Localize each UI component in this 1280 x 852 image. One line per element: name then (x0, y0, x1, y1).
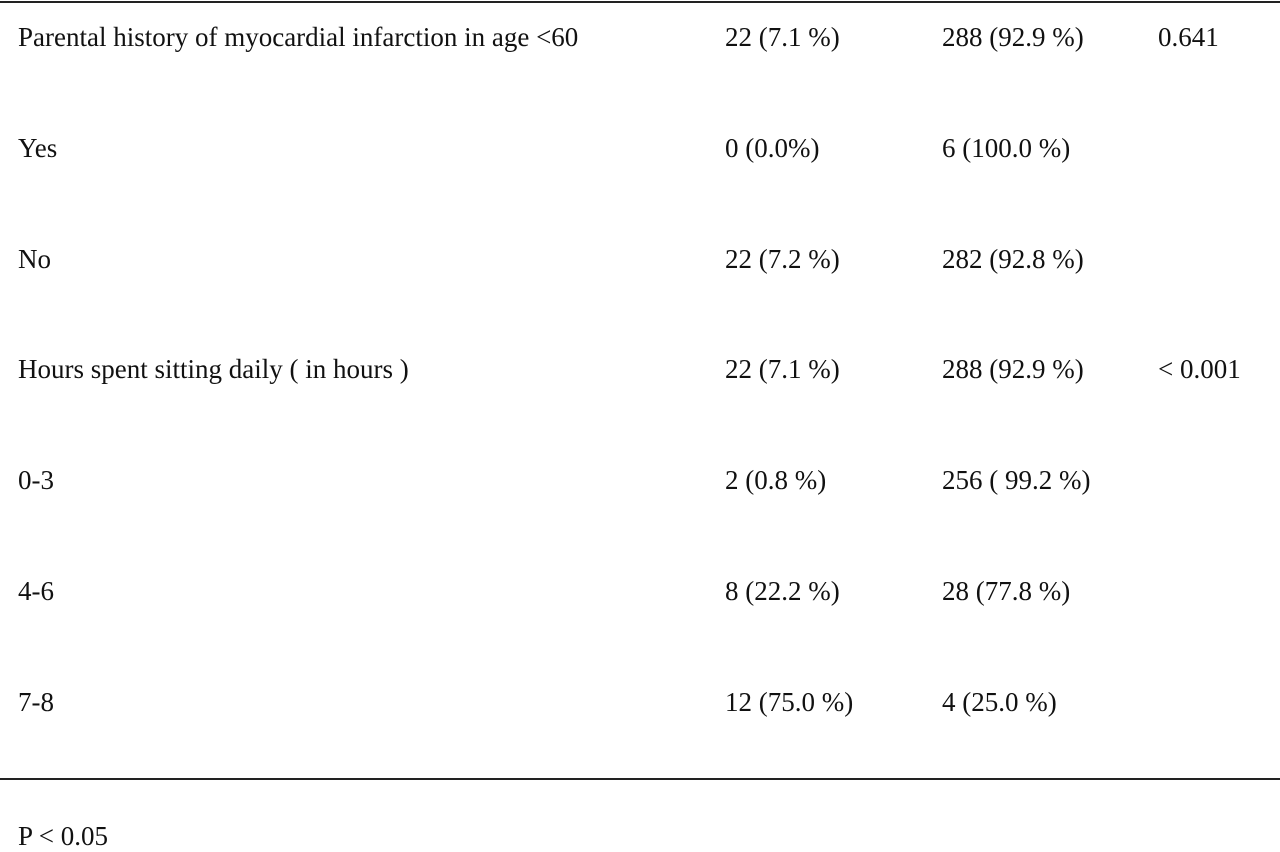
cell-value: 22 (7.1 %) (725, 22, 840, 52)
p-value: 0.641 (1158, 22, 1219, 52)
row-label: No (18, 243, 51, 274)
row-label: 7-8 (18, 686, 54, 717)
cell-value: 0 (0.0%) (725, 132, 820, 163)
cell-value: 12 (75.0 %) (725, 686, 854, 717)
cell-value: 22 (7.2 %) (725, 243, 840, 274)
p-value: < 0.001 (1158, 354, 1241, 385)
row-label: Yes (18, 132, 58, 163)
cell-value: 22 (7.1 %) (725, 354, 840, 385)
cell-value: 4 (25.0 %) (942, 686, 1057, 717)
cell-value: 6 (100.0 %) (942, 132, 1071, 163)
cell-value: 256 ( 99.2 %) (942, 465, 1091, 496)
row-label: Hours spent sitting daily ( in hours ) (18, 354, 409, 385)
bottom-rule (0, 778, 1280, 780)
cell-value: 2 (0.8 %) (725, 465, 827, 496)
row-label: Parental history of myocardial infarctio… (18, 22, 579, 52)
footnote: P < 0.05 (18, 821, 108, 851)
cell-value: 282 (92.8 %) (942, 243, 1084, 274)
cell-value: 288 (92.9 %) (942, 22, 1084, 52)
cell-value: 288 (92.9 %) (942, 354, 1084, 385)
row-label: 4-6 (18, 576, 54, 606)
cell-value: 28 (77.8 %) (942, 576, 1071, 606)
row-label: 0-3 (18, 465, 54, 496)
top-rule (0, 1, 1280, 3)
cell-value: 8 (22.2 %) (725, 576, 840, 606)
